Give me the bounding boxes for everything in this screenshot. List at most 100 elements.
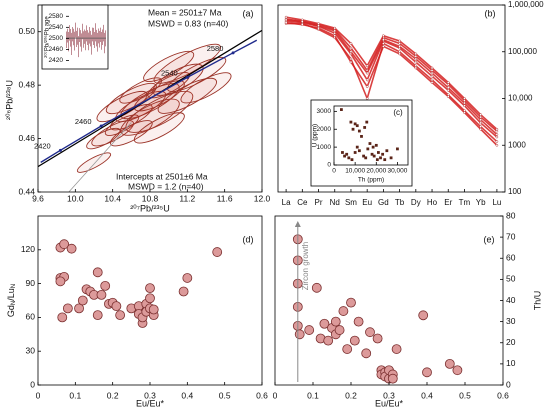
point: [396, 147, 399, 151]
y-tick-label: 60: [26, 312, 36, 322]
ree-point: [463, 97, 466, 100]
point: [372, 154, 376, 158]
x-tick-label: 0.1: [69, 390, 81, 400]
x-tick-label: 0: [36, 390, 41, 400]
y-axis-label: GdN/LuN: [6, 284, 17, 317]
point: [323, 335, 334, 346]
x-tick-label: Tb: [395, 198, 405, 207]
ree-point: [430, 71, 434, 75]
ree-point: [446, 88, 450, 92]
x-tick-label: 0.6: [256, 390, 268, 400]
ree-point: [430, 78, 434, 82]
x-tick-label: Gd: [378, 198, 389, 207]
point: [351, 127, 355, 131]
point: [379, 156, 382, 160]
point: [452, 365, 463, 376]
x-tick-label: La: [282, 198, 291, 207]
panel-label: (b): [485, 8, 496, 18]
point: [347, 156, 351, 160]
ree-point: [365, 71, 369, 75]
panel-label: (c): [393, 108, 403, 117]
x-tick-label: Lu: [492, 198, 501, 207]
x-tick-label: Nd: [330, 198, 340, 207]
x-tick-label: Eu: [362, 198, 372, 207]
ree-point: [349, 46, 353, 50]
point: [349, 120, 353, 124]
age-marker: [58, 148, 62, 152]
x-tick-label: Ho: [427, 198, 438, 207]
ree-point: [430, 66, 434, 70]
point: [178, 286, 189, 297]
point: [145, 293, 155, 304]
x-tick-label: 10.4: [104, 193, 121, 203]
y-tick-label: 3000: [317, 108, 332, 115]
ree-point: [398, 42, 401, 45]
x-tick-label: 10,000: [345, 168, 365, 175]
annotation: MSWD = 1.2 (n=40): [128, 181, 204, 191]
point: [212, 247, 223, 257]
y-axis-label-part: Gd: [6, 305, 16, 317]
x-tick-label: Yb: [476, 198, 486, 207]
point: [66, 243, 77, 254]
ree-point: [398, 39, 401, 43]
y-tick-label: 1000: [508, 140, 526, 149]
x-tick-label: 0.3: [383, 390, 395, 400]
ree-pattern: [286, 18, 498, 132]
ree-point: [365, 64, 369, 68]
x-tick-label: Sm: [345, 198, 357, 207]
point: [182, 273, 193, 283]
ree-point: [333, 26, 337, 30]
point: [304, 325, 315, 335]
x-tick-label: 0.4: [181, 390, 193, 400]
y-tick-label: 10: [506, 358, 516, 368]
y-tick-label: 0.50: [18, 26, 35, 36]
point: [364, 156, 368, 160]
point: [92, 267, 103, 278]
point: [366, 147, 370, 151]
x-tick-label: 0.2: [345, 390, 357, 400]
ree-point: [317, 26, 320, 30]
error-ellipse: [180, 72, 232, 104]
ree-point: [479, 125, 482, 128]
point: [100, 280, 111, 291]
y-tick-label: 2500: [49, 35, 64, 42]
ree-point: [284, 18, 288, 22]
ree-point: [365, 85, 369, 88]
point: [350, 158, 354, 162]
ree-point: [414, 60, 418, 64]
point: [360, 134, 363, 138]
point: [391, 344, 402, 354]
point: [357, 129, 361, 133]
y-axis-label-part: N: [11, 301, 17, 305]
y-tick-label: 0: [506, 379, 511, 389]
age-marker: [99, 124, 103, 128]
annotation: Mean = 2501±7 Ma: [148, 7, 222, 17]
point: [365, 120, 369, 124]
ree-pattern: [286, 22, 498, 143]
age-label: 2460: [75, 117, 92, 126]
point: [340, 108, 343, 111]
ree-point: [446, 81, 450, 84]
point: [363, 126, 367, 129]
x-tick-label: 0.3: [144, 390, 156, 400]
point: [311, 282, 322, 293]
panel-label: (e): [484, 234, 495, 244]
point: [355, 124, 359, 128]
y-tick-label: 10,000: [508, 94, 533, 103]
inset-frame: [41, 4, 109, 70]
ree-point: [495, 135, 499, 139]
x-axis-label: Th (ppm): [358, 177, 384, 184]
y-axis-label: ²⁰⁶Pb/²³⁸U: [4, 80, 14, 120]
x-tick-label: 20,000: [366, 168, 386, 175]
ree-point: [479, 121, 482, 125]
point: [345, 152, 349, 156]
x-tick-label: 0: [332, 168, 336, 175]
y-tick-label: 0.44: [18, 186, 35, 196]
point: [111, 301, 122, 312]
x-tick-label: 0: [273, 390, 278, 400]
ree-point: [365, 97, 369, 100]
age-marker: [231, 51, 235, 55]
x-tick-label: 0.2: [107, 390, 119, 400]
y-axis-label: Th/U: [532, 291, 542, 311]
annotation: Zircon growth: [301, 242, 310, 290]
